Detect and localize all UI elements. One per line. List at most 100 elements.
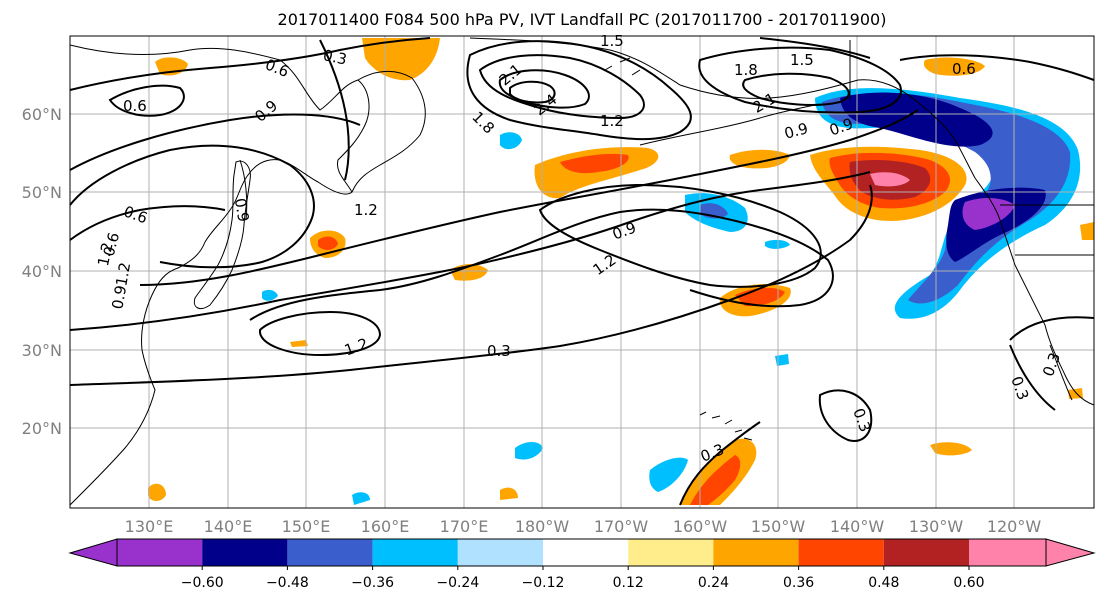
lon-label: 160°W — [673, 517, 728, 536]
positive-anomaly-sw — [148, 483, 166, 501]
colorbar-tick-label: 0.60 — [953, 575, 984, 591]
lon-label: 140°W — [830, 517, 885, 536]
contour-label: 1.2 — [94, 241, 117, 268]
colorbar-outline — [116, 538, 1047, 567]
lon-label: 130°E — [125, 517, 174, 536]
contour-0p9-closed — [538, 183, 822, 288]
colorbar-tick-label: −0.12 — [522, 575, 565, 591]
colorbar-tick-label: −0.36 — [351, 575, 394, 591]
lat-label: 30°N — [22, 341, 62, 360]
lon-label: 150°W — [751, 517, 806, 536]
contour-0p6-west — [69, 113, 361, 171]
colorbar-tick-label: 0.36 — [783, 575, 814, 591]
colorbar-tick-label: 0.12 — [613, 575, 644, 591]
positive-anomaly-south-east — [930, 442, 972, 456]
contour-0p3-south — [69, 184, 873, 386]
pv-contours — [69, 37, 1095, 506]
lat-label: 20°N — [22, 419, 62, 438]
lat-label: 40°N — [22, 262, 62, 281]
figure-title: 2017011400 F084 500 hPa PV, IVT Landfall… — [278, 10, 887, 29]
map-panel: 0.3 0.6 0.6 0.9 1.5 1.8 1.5 0.6 2.1 2.4 … — [69, 32, 1095, 509]
positive-anomaly-okhotsk — [362, 38, 440, 81]
contour-0p3-east — [1009, 316, 1095, 341]
colorbar-swatch — [969, 539, 1046, 566]
contour-0p3-okhotsk — [319, 39, 350, 181]
colorbar-extend-high — [1045, 538, 1096, 567]
contour-0p9-west — [69, 144, 315, 269]
japan-coastline — [193, 160, 251, 309]
colorbar-swatch — [628, 539, 714, 566]
colorbar-swatch — [798, 539, 884, 566]
positive-anomaly-pixel-1 — [290, 340, 308, 347]
contour-0p6-north — [69, 37, 431, 91]
contour-2p1-east — [742, 72, 850, 106]
contour-label: 1.2 — [112, 261, 134, 288]
lon-label: 130°W — [909, 517, 964, 536]
contour-0p3-hawaii — [679, 421, 761, 506]
contour-label: 0.6 — [952, 60, 976, 78]
colorbar-ticks — [201, 566, 970, 570]
lon-label: 140°E — [204, 517, 253, 536]
colorbar-tick-label: 0.24 — [698, 575, 729, 591]
negative-anomaly-mid — [822, 93, 1071, 304]
contour-label: 1.5 — [600, 32, 624, 50]
contour-1p5-north — [466, 40, 692, 141]
contour-0p6-northeast — [899, 54, 1095, 81]
sakhalin-coastline — [239, 159, 248, 221]
contour-1p8-east — [698, 46, 902, 114]
contour-1p2-outer — [249, 208, 834, 321]
positive-anomaly-160w — [729, 149, 790, 169]
colorbar-swatch — [202, 539, 288, 566]
negative-anomaly-japan-small — [262, 289, 278, 301]
lon-label: 150°E — [282, 517, 331, 536]
colorbar-swatch — [543, 539, 629, 566]
canada-border — [849, 40, 1094, 256]
lat-label: 60°N — [22, 105, 62, 124]
colorbar-tick-label: −0.60 — [181, 575, 224, 591]
map-frame — [69, 35, 1095, 509]
colorbar-tick-label: −0.24 — [436, 575, 479, 591]
positive-anomaly-midpacific-core — [560, 153, 629, 174]
contour-label: 0.9 — [108, 284, 130, 311]
contour-label: 1.2 — [354, 201, 378, 219]
negative-anomaly-core — [840, 92, 993, 147]
contour-0p6-south — [69, 171, 871, 331]
negative-anomaly-peak — [962, 198, 1015, 230]
colorbar-swatch — [117, 539, 203, 566]
positive-anomaly-japan-core — [318, 236, 338, 250]
latitude-labels: 60°N 50°N 40°N 30°N 20°N — [22, 105, 62, 438]
contour-label: 1.2 — [600, 112, 624, 130]
colorbar-swatch — [713, 539, 799, 566]
lat-label: 50°N — [22, 183, 62, 202]
negative-anomaly-south-1 — [649, 457, 688, 492]
positive-anomaly-northeast — [923, 57, 985, 76]
colorbar-tick-label: 0.48 — [868, 575, 899, 591]
negative-anomaly-east-small-2 — [775, 354, 789, 366]
positive-anomaly-peak — [870, 172, 910, 187]
contour-label: 1.8 — [734, 61, 758, 79]
contour-0p3-se — [818, 389, 873, 442]
contour-0p6-kamchatka — [108, 84, 185, 117]
positive-anomaly-150w-core — [735, 287, 785, 307]
colorbar: −0.60 −0.48 −0.36 −0.24 −0.12 0.12 0.24 … — [68, 538, 1096, 591]
colorbar-swatch — [372, 539, 458, 566]
lon-label: 120°W — [987, 517, 1042, 536]
positive-anomaly-far-east — [1080, 222, 1094, 240]
na-west-coastline — [1014, 264, 1095, 406]
lon-label: 170°W — [594, 517, 649, 536]
contour-label: 1.5 — [790, 51, 814, 69]
contour-label: 0.3 — [321, 46, 348, 69]
contour-2p4-north — [509, 80, 556, 104]
colorbar-swatch — [457, 539, 543, 566]
contour-label: 0.6 — [123, 97, 147, 115]
colorbar-extend-low — [68, 538, 118, 567]
contour-1p2-loop — [259, 310, 382, 357]
positive-anomaly-pixel-2 — [500, 487, 518, 500]
negative-anomaly-arctic-small — [500, 132, 522, 150]
lon-label: 180°W — [515, 517, 570, 536]
contour-1p2-west — [69, 205, 226, 241]
positive-anomaly-hawaii-core — [690, 455, 741, 505]
coastlines — [69, 37, 1095, 506]
colorbar-swatch — [287, 539, 373, 566]
